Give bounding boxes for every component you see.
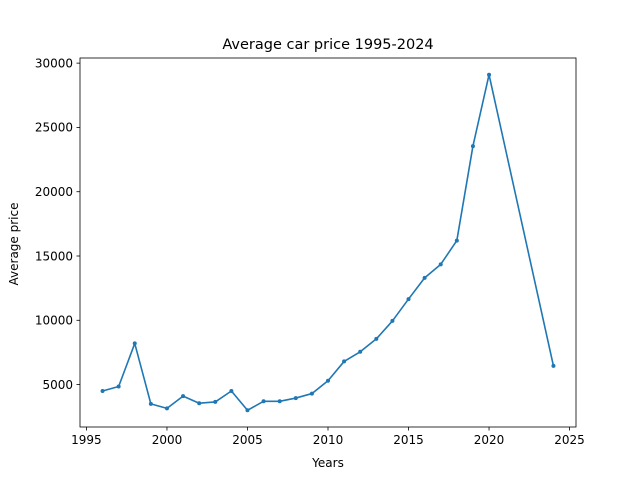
- x-tick-label: 2000: [152, 433, 183, 447]
- y-tick-label: 5000: [42, 378, 73, 392]
- data-point: [342, 359, 347, 364]
- y-tick-label: 15000: [35, 249, 73, 263]
- data-point: [551, 363, 556, 368]
- data-point: [116, 384, 121, 389]
- x-axis: 1995 2000 2005 2010 2015 2020 2025: [71, 427, 585, 447]
- data-point: [309, 391, 314, 396]
- data-point: [374, 336, 379, 341]
- data-point: [100, 389, 105, 393]
- data-point: [197, 401, 202, 406]
- data-point: [406, 297, 411, 302]
- data-point: [261, 399, 266, 404]
- series-line: [101, 73, 555, 412]
- chart-title: Average car price 1995-2024: [222, 37, 433, 53]
- data-point: [470, 144, 475, 149]
- y-tick-label: 20000: [35, 185, 73, 199]
- data-point: [422, 275, 427, 280]
- data-point: [277, 399, 282, 404]
- series-layer: [100, 72, 556, 413]
- data-point: [390, 318, 395, 323]
- y-axis-label: Average price: [7, 203, 21, 286]
- data-point: [358, 349, 363, 354]
- x-tick-label: 2015: [393, 433, 424, 447]
- data-point: [326, 378, 330, 383]
- data-point: [213, 399, 218, 404]
- y-axis: 5000 10000 15000 20000 25000 30000: [35, 56, 80, 392]
- data-point: [438, 262, 443, 267]
- data-point: [148, 401, 153, 406]
- y-tick-label: 25000: [35, 121, 73, 135]
- x-tick-label: 1995: [71, 433, 102, 447]
- x-tick-label: 2010: [313, 433, 344, 447]
- data-point: [245, 408, 250, 413]
- x-tick-label: 2020: [474, 433, 505, 447]
- data-point: [293, 396, 298, 401]
- y-tick-label: 10000: [35, 314, 73, 328]
- data-point: [487, 72, 492, 77]
- x-axis-label: Years: [311, 456, 344, 470]
- x-tick-label: 2025: [554, 433, 585, 447]
- data-point: [164, 406, 169, 411]
- data-point: [454, 238, 459, 243]
- y-tick-label: 30000: [35, 56, 73, 70]
- data-point: [132, 341, 137, 346]
- data-point: [229, 389, 234, 393]
- x-tick-label: 2005: [232, 433, 263, 447]
- data-point: [181, 394, 186, 399]
